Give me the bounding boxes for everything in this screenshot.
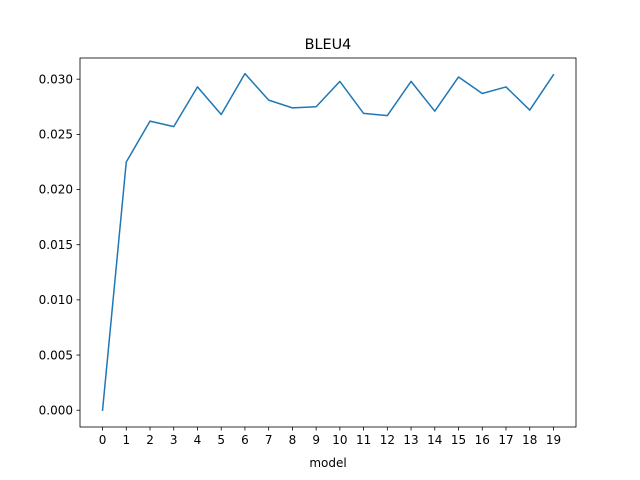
x-tick-label: 10 [332, 433, 347, 447]
x-tick-label: 5 [217, 433, 225, 447]
x-tick-label: 4 [194, 433, 202, 447]
x-axis-label: model [309, 456, 346, 470]
chart-title: BLEU4 [305, 37, 352, 53]
x-tick-label: 0 [99, 433, 107, 447]
x-tick-label: 13 [403, 433, 418, 447]
x-tick-label: 3 [170, 433, 178, 447]
x-tick-label: 1 [122, 433, 130, 447]
x-axis-ticks: 0 1 2 3 4 5 6 7 8 9 10 11 12 13 14 15 16 17 18 19 [99, 427, 561, 447]
series-line [101, 72, 555, 412]
y-tick-label: 0.020 [39, 183, 73, 197]
y-tick-label: 0.025 [39, 128, 73, 142]
x-tick-label: 11 [356, 433, 371, 447]
x-tick-label: 19 [546, 433, 561, 447]
y-tick-label: 0.000 [39, 403, 73, 417]
y-tick-label: 0.015 [39, 238, 73, 252]
axes-frame [79, 57, 577, 428]
x-tick-label: 8 [289, 433, 297, 447]
y-axis-ticks: 0.000 0.005 0.010 0.015 0.020 0.025 0.030 [39, 72, 80, 417]
x-tick-label: 14 [427, 433, 442, 447]
x-tick-label: 18 [522, 433, 537, 447]
y-tick-label: 0.010 [39, 293, 73, 307]
x-tick-label: 6 [241, 433, 249, 447]
x-tick-label: 16 [475, 433, 490, 447]
series-layer [101, 72, 555, 412]
x-tick-label: 7 [265, 433, 273, 447]
x-tick-label: 17 [498, 433, 513, 447]
y-tick-label: 0.005 [39, 348, 73, 362]
y-tick-label: 0.030 [39, 72, 73, 86]
x-tick-label: 2 [146, 433, 154, 447]
x-tick-label: 9 [312, 433, 320, 447]
x-tick-label: 12 [380, 433, 395, 447]
x-tick-label: 15 [451, 433, 466, 447]
